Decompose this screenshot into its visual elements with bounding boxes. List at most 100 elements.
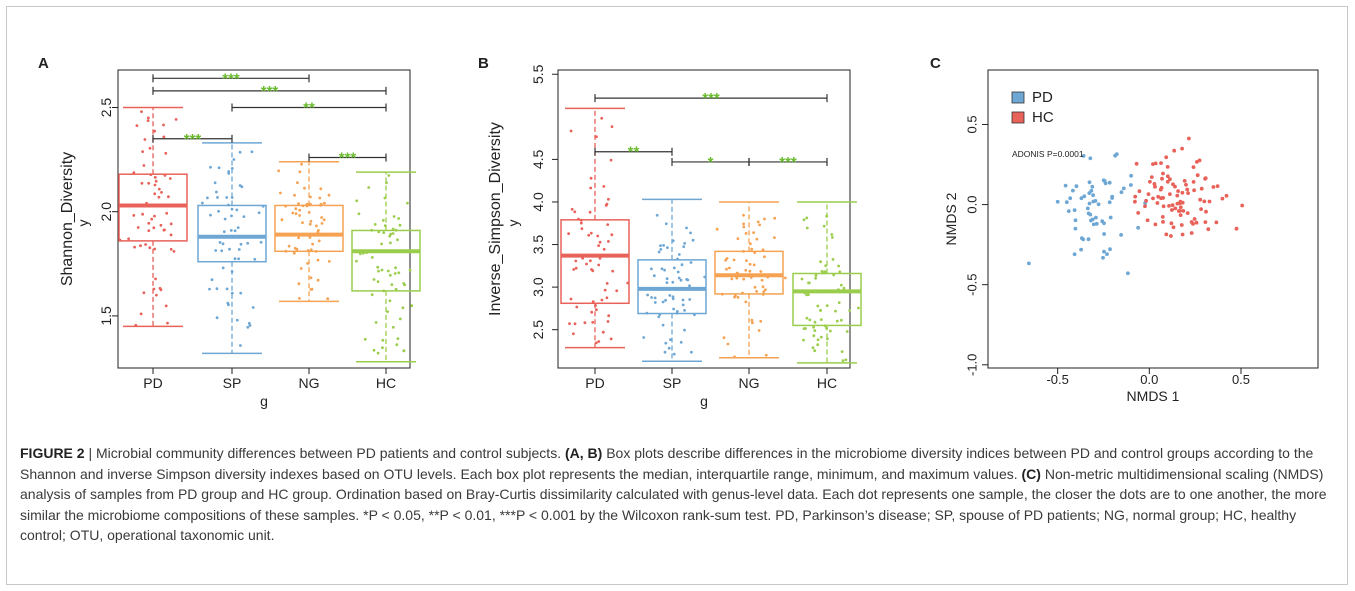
hc-point (1234, 226, 1239, 231)
sample-point (657, 315, 661, 319)
sample-point (603, 288, 607, 292)
sample-point (153, 183, 157, 187)
panel-b: B 2.5 3.0 3.5 4.0 4.5 5.5 Inverse_Simpson_Diver… (478, 55, 862, 409)
pd-point (1088, 156, 1093, 161)
sample-point (402, 282, 406, 285)
sample-point (147, 229, 151, 233)
significance-bracket: ** (231, 100, 387, 117)
sample-point (228, 247, 231, 251)
sample-point (722, 336, 726, 340)
sample-point (294, 207, 298, 211)
box-ng (274, 160, 344, 303)
pd-point (1119, 233, 1123, 237)
sample-point (210, 278, 214, 282)
sample-point (607, 314, 611, 318)
sample-point (605, 296, 609, 300)
sample-point (572, 268, 576, 271)
sample-point (401, 306, 405, 310)
sample-point (819, 318, 823, 321)
sample-point (382, 289, 386, 293)
box-ng (714, 201, 787, 359)
sample-point (307, 211, 311, 214)
hc-point (1175, 193, 1180, 198)
sample-point (579, 221, 583, 225)
pd-point (1136, 225, 1140, 230)
sample-point (152, 226, 156, 230)
hc-point (1204, 209, 1208, 214)
sample-point (655, 213, 659, 217)
sample-point (749, 242, 752, 246)
sample-point (298, 208, 302, 212)
sample-point (306, 262, 309, 265)
sample-point (671, 239, 675, 243)
sample-point (838, 270, 842, 274)
sample-point (230, 196, 234, 199)
sample-point (208, 287, 211, 291)
sample-point (388, 299, 392, 303)
y-tick-label: -1.0 (965, 354, 980, 376)
sample-point (664, 341, 668, 345)
hc-point (1165, 174, 1170, 179)
sample-point (294, 212, 298, 216)
sample-point (689, 231, 692, 235)
sample-point (606, 320, 610, 323)
sample-point (389, 241, 392, 245)
sample-point (164, 151, 168, 155)
x-tick-label: HC (817, 375, 837, 391)
x-tick-label: HC (376, 375, 396, 391)
sample-point (844, 358, 848, 362)
sample-point (159, 223, 163, 227)
sample-point (764, 288, 767, 292)
sample-point (157, 187, 161, 191)
hc-point (1171, 225, 1176, 230)
sample-point (162, 228, 166, 232)
sample-point (677, 276, 681, 280)
sample-point (162, 123, 165, 127)
sample-point (367, 186, 371, 189)
sample-point (127, 237, 130, 241)
y-tick-label: 4.5 (530, 149, 546, 169)
hc-point (1178, 205, 1183, 210)
sample-point (615, 289, 619, 293)
sample-point (837, 264, 840, 268)
x-axis-title: g (700, 393, 708, 409)
sample-point (296, 181, 299, 185)
sample-point (320, 222, 324, 225)
sample-point (227, 203, 230, 207)
pd-point (1121, 186, 1126, 191)
sample-point (326, 297, 330, 301)
sample-point (589, 176, 593, 180)
sample-point (845, 330, 849, 333)
sample-point (387, 174, 391, 177)
pd-point (1073, 226, 1078, 231)
sample-point (143, 138, 147, 141)
sample-point (600, 298, 604, 302)
x-tick-label: NG (299, 375, 320, 391)
pd-point (1074, 184, 1079, 189)
iqr-box (792, 272, 862, 327)
sample-point (223, 217, 227, 221)
sample-point (301, 221, 304, 225)
hc-point (1220, 196, 1225, 201)
sample-point (676, 257, 679, 261)
sample-point (206, 196, 209, 200)
sample-point (736, 296, 740, 299)
sample-point (802, 218, 806, 222)
sample-point (370, 293, 374, 297)
hc-point (1137, 189, 1142, 194)
significance-bracket: *** (152, 70, 310, 87)
sample-point (666, 246, 669, 250)
sample-point (760, 278, 764, 282)
sample-point (277, 169, 281, 173)
sample-point (824, 264, 828, 267)
sample-point (574, 266, 578, 270)
sample-point (672, 266, 676, 270)
figure-caption: FIGURE 2 | Microbial community differenc… (20, 443, 1338, 546)
pd-point (1091, 222, 1096, 227)
sample-point (591, 300, 595, 304)
hc-point (1179, 223, 1184, 227)
hc-point (1161, 204, 1166, 209)
box-sp (197, 142, 267, 355)
sample-point (812, 325, 815, 329)
sample-point (672, 307, 675, 311)
